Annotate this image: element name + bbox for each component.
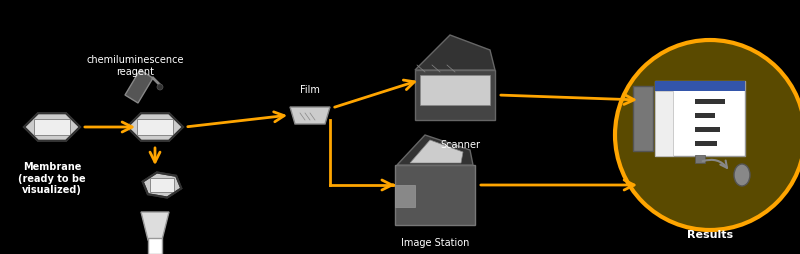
FancyBboxPatch shape <box>150 178 174 192</box>
FancyBboxPatch shape <box>695 99 725 104</box>
FancyBboxPatch shape <box>415 70 495 120</box>
FancyBboxPatch shape <box>695 155 705 163</box>
FancyBboxPatch shape <box>655 91 673 156</box>
Polygon shape <box>410 140 463 163</box>
Polygon shape <box>127 113 183 141</box>
FancyBboxPatch shape <box>695 113 715 118</box>
Text: Scanner: Scanner <box>440 140 480 150</box>
FancyBboxPatch shape <box>395 165 475 225</box>
FancyBboxPatch shape <box>420 75 490 105</box>
FancyBboxPatch shape <box>395 185 415 207</box>
FancyBboxPatch shape <box>34 119 70 135</box>
Text: Results: Results <box>687 230 733 240</box>
Polygon shape <box>125 70 153 103</box>
Polygon shape <box>290 107 330 124</box>
FancyBboxPatch shape <box>633 86 653 151</box>
FancyBboxPatch shape <box>695 127 720 132</box>
Polygon shape <box>141 212 169 240</box>
Polygon shape <box>397 135 473 165</box>
FancyBboxPatch shape <box>695 141 717 146</box>
FancyBboxPatch shape <box>655 81 745 156</box>
Ellipse shape <box>734 164 750 186</box>
Text: Membrane
(ready to be
visualized): Membrane (ready to be visualized) <box>18 162 86 195</box>
Text: Image Station: Image Station <box>401 238 469 248</box>
FancyBboxPatch shape <box>655 81 745 91</box>
FancyBboxPatch shape <box>137 119 173 135</box>
FancyBboxPatch shape <box>148 238 162 254</box>
Circle shape <box>157 84 163 90</box>
Text: chemiluminescence
reagent: chemiluminescence reagent <box>86 55 184 77</box>
Ellipse shape <box>615 40 800 230</box>
Polygon shape <box>142 172 182 198</box>
Polygon shape <box>24 113 80 141</box>
Polygon shape <box>415 35 495 70</box>
Text: Film: Film <box>300 85 320 95</box>
